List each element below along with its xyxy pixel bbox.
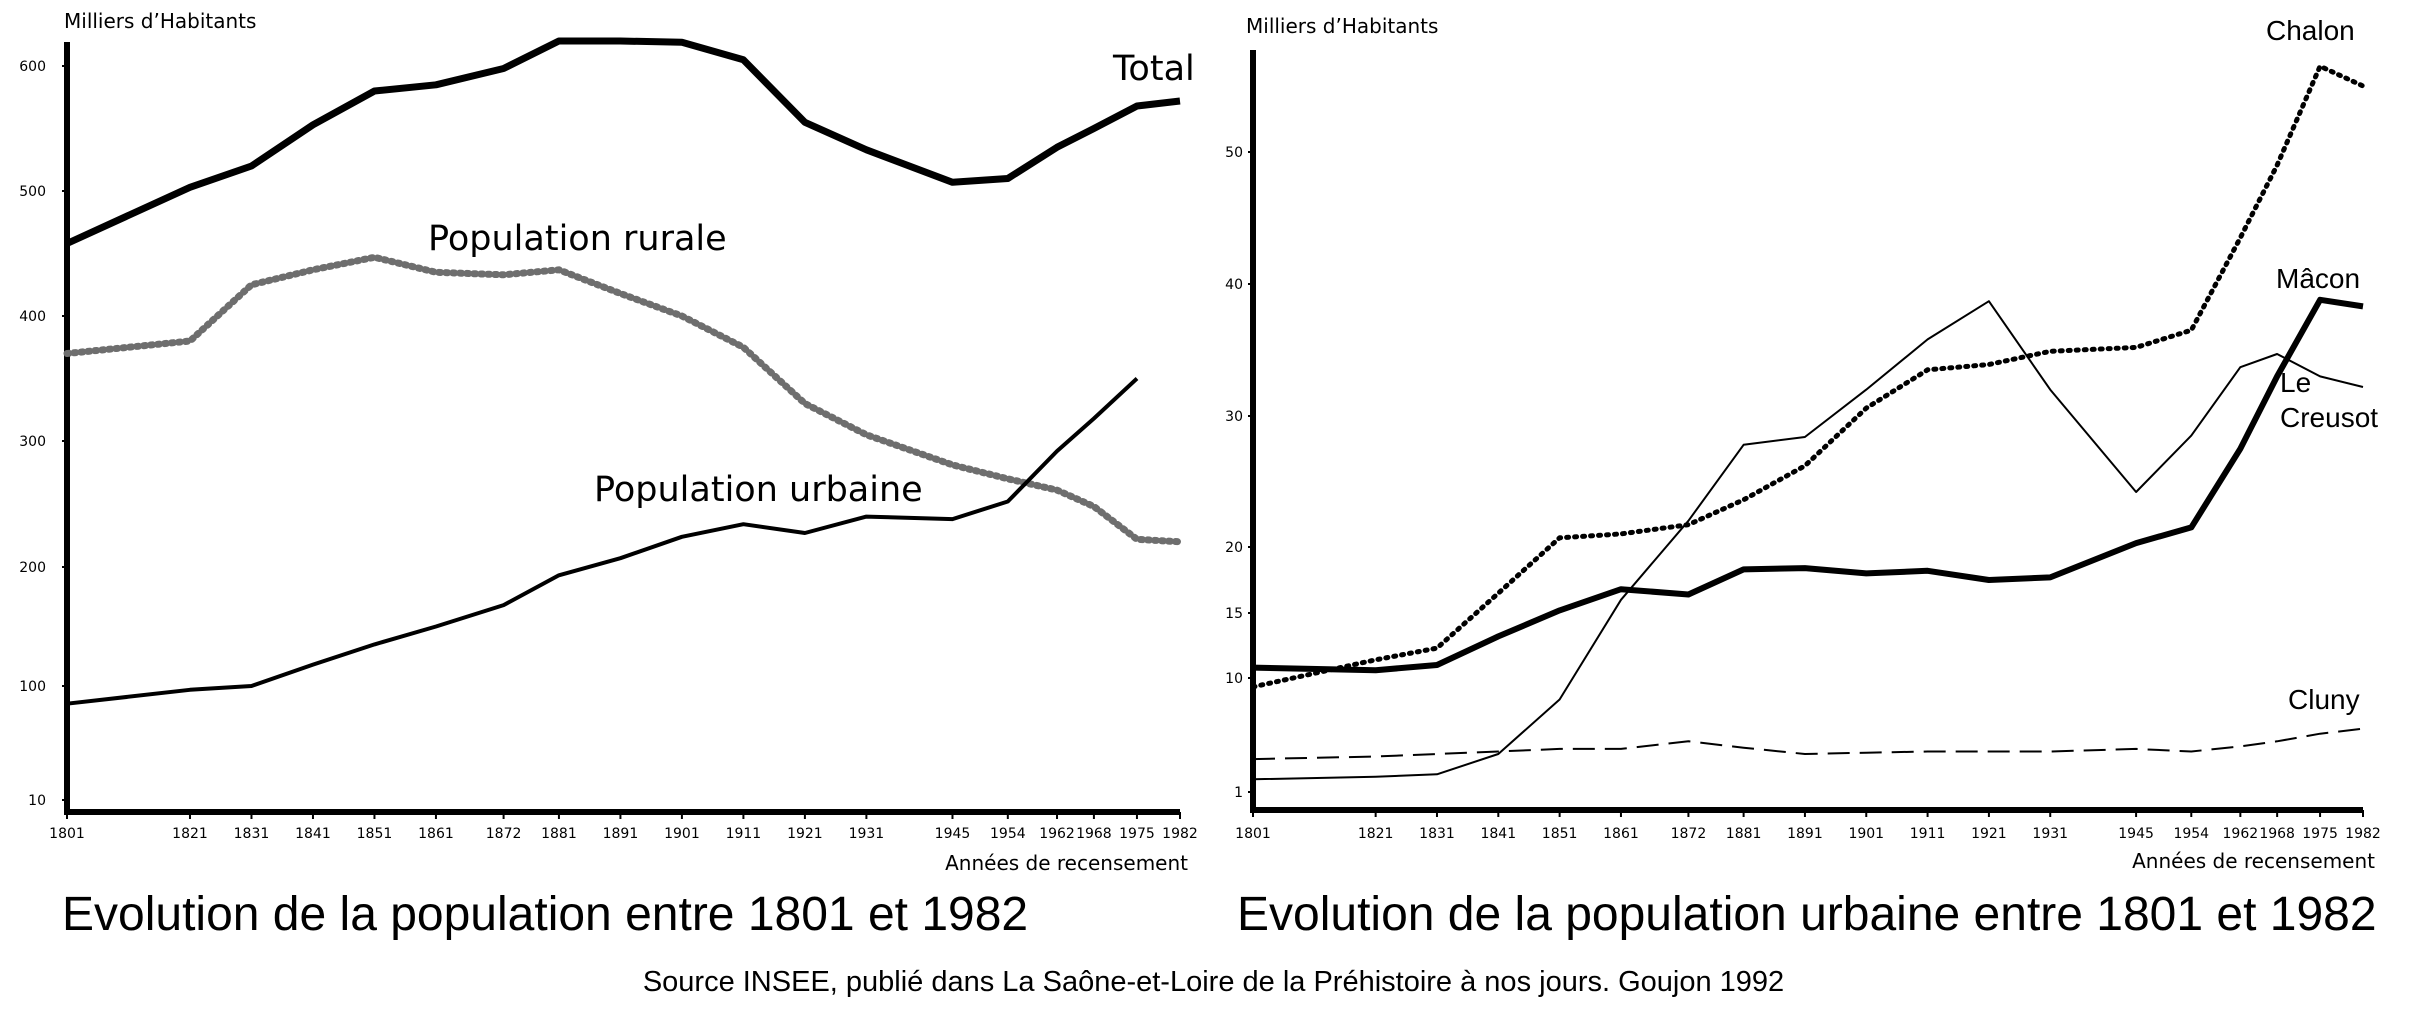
left-x-tick-label: 1975 [1119, 826, 1155, 842]
left-series-line-population-rurale [63, 253, 1184, 546]
left-x-tick-label: 1921 [787, 826, 823, 842]
right-x-tick-label: 1861 [1603, 826, 1639, 842]
left-series-line-total [65, 37, 1181, 247]
right-x-tick-label: 1975 [2302, 826, 2338, 842]
right-x-tick-label: 1982 [2345, 826, 2381, 842]
left-series-label: Total [1112, 49, 1195, 89]
right-x-axis-title: Années de recensement [2132, 849, 2375, 873]
left-chart: Milliers d’Habitants Années de recensemen… [19, 9, 1198, 875]
left-y-tick-label: 300 [19, 434, 46, 450]
left-series-label: Population rurale [428, 219, 727, 259]
right-y-tick-label: 15 [1225, 606, 1243, 622]
right-x-tick-label: 1945 [2118, 826, 2154, 842]
right-x-tick-label: 1851 [1542, 826, 1578, 842]
left-x-tick-label: 1801 [49, 826, 85, 842]
right-x-tick-label: 1931 [2032, 826, 2068, 842]
right-x-tick-label: 1891 [1787, 826, 1823, 842]
left-x-tick-label: 1891 [603, 826, 639, 842]
right-x-tick-label: 1821 [1358, 826, 1394, 842]
left-series-line-population-urbaine [66, 377, 1139, 706]
right-y-axis-title: Milliers d’Habitants [1246, 14, 1438, 38]
left-x-tick-label: 1982 [1162, 826, 1198, 842]
left-y-tick-label: 500 [19, 184, 46, 200]
right-x-tick-label: 1801 [1235, 826, 1271, 842]
right-x-tick-label: 1831 [1419, 826, 1455, 842]
left-x-tick-label: 1931 [849, 826, 885, 842]
left-x-tick-label: 1881 [541, 826, 577, 842]
left-x-tick-label: 1901 [664, 826, 700, 842]
left-y-tick-label: 400 [19, 309, 46, 325]
left-x-axis-title: Années de recensement [945, 851, 1188, 875]
right-series-line-mâcon [1252, 296, 2364, 674]
right-y-tick-label: 40 [1225, 277, 1243, 293]
right-y-tick-label: 20 [1225, 540, 1243, 556]
right-series-label: Cluny [2288, 684, 2360, 715]
right-x-tick-label: 1962 [2223, 826, 2259, 842]
left-x-tick-label: 1962 [1039, 826, 1075, 842]
right-x-tick-label: 1968 [2259, 826, 2295, 842]
right-chart-caption: Evolution de la population urbaine entre… [1237, 888, 2377, 941]
left-x-tick-label: 1821 [172, 826, 208, 842]
right-series-line-chalon [1250, 63, 2366, 690]
right-y-tick-label: 50 [1225, 145, 1243, 161]
left-x-tick-label: 1945 [935, 826, 971, 842]
left-x-tick-label: 1841 [295, 826, 331, 842]
left-x-tick-label: 1861 [418, 826, 454, 842]
left-x-tick-label: 1911 [726, 826, 762, 842]
right-series-line-le-creusot [1252, 300, 2364, 781]
left-y-axis-title: Milliers d’Habitants [64, 9, 256, 33]
left-y-tick-label: 600 [19, 59, 46, 75]
left-y-tick-label: 100 [19, 679, 46, 695]
left-chart-caption: Evolution de la population entre 1801 et… [62, 888, 1029, 941]
right-series-label: Mâcon [2276, 263, 2360, 294]
left-x-tick-label: 1968 [1076, 826, 1112, 842]
right-y-tick-label: 30 [1225, 409, 1243, 425]
left-series-label: Population urbaine [594, 470, 923, 510]
left-x-tick-label: 1851 [357, 826, 393, 842]
right-x-tick-label: 1881 [1726, 826, 1762, 842]
right-x-tick-label: 1872 [1671, 826, 1707, 842]
right-series-label: Le Creusot [2280, 367, 2378, 433]
left-y-tick-label: 200 [19, 560, 46, 576]
right-x-tick-label: 1954 [2173, 826, 2209, 842]
right-series-label: Chalon [2266, 15, 2355, 46]
left-x-tick-label: 1872 [486, 826, 522, 842]
right-series-line-cluny [1252, 727, 2364, 761]
right-y-tick-label: 10 [1225, 671, 1243, 687]
source-citation: Source INSEE, publié dans La Saône-et-Lo… [642, 966, 1785, 998]
right-y-tick-label: 1 [1234, 785, 1243, 801]
right-x-tick-label: 1921 [1971, 826, 2007, 842]
right-x-tick-label: 1911 [1910, 826, 1946, 842]
right-x-tick-label: 1841 [1480, 826, 1516, 842]
right-chart: Milliers d’Habitants Années de recensemen… [1225, 14, 2381, 873]
left-y-tick-label: 10 [28, 793, 46, 809]
left-x-tick-label: 1954 [990, 826, 1026, 842]
right-x-tick-label: 1901 [1848, 826, 1884, 842]
left-x-tick-label: 1831 [234, 826, 270, 842]
